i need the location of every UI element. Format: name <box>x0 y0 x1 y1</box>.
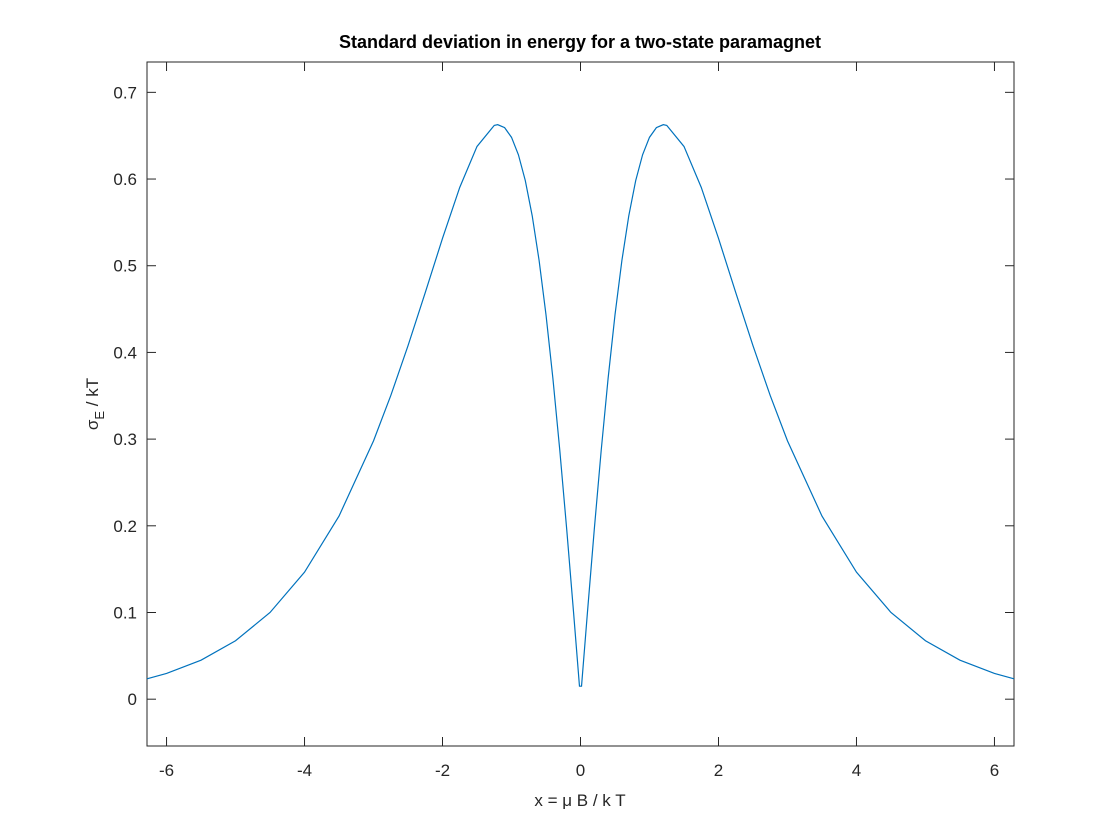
chart-title: Standard deviation in energy for a two-s… <box>339 32 821 52</box>
y-tick-label: 0.5 <box>113 257 137 276</box>
x-tick-label: 0 <box>576 761 585 780</box>
y-label-symbol: σ <box>83 419 102 430</box>
x-tick-label: -6 <box>159 761 174 780</box>
y-tick-label: 0.7 <box>113 83 137 102</box>
y-tick-label: 0.3 <box>113 430 137 449</box>
x-tick-label: -2 <box>435 761 450 780</box>
y-tick-label: 0.1 <box>113 603 137 622</box>
y-tick-label: 0.4 <box>113 343 137 362</box>
y-label-subscript: E <box>92 411 107 420</box>
x-tick-label: 6 <box>990 761 999 780</box>
y-tick-label: 0 <box>128 690 137 709</box>
x-tick-label: 2 <box>714 761 723 780</box>
x-tick-label: -4 <box>297 761 312 780</box>
axes-box <box>146 61 1015 747</box>
y-tick-label: 0.2 <box>113 517 137 536</box>
x-axis-label: x = μ B / k T <box>534 791 625 810</box>
data-line <box>146 124 1015 687</box>
x-tick-label: 4 <box>852 761 861 780</box>
y-axis-label: σE / kT <box>83 378 107 430</box>
y-label-unit: / kT <box>83 378 102 411</box>
y-tick-label: 0.6 <box>113 170 137 189</box>
